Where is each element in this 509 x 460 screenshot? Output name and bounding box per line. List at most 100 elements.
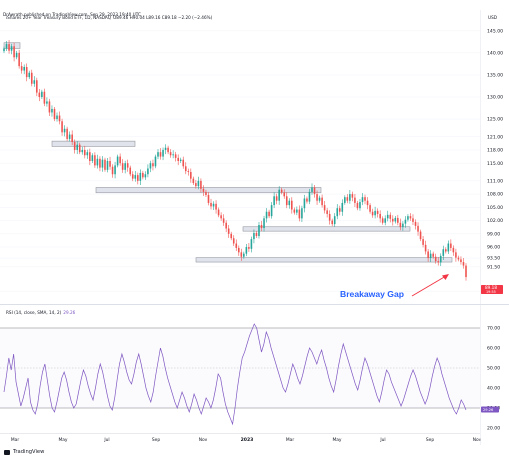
rsi-tick-label: 50.00: [487, 366, 500, 372]
rsi-label[interactable]: RSI (14, close, SMA, 14, 2): [6, 310, 62, 315]
candle-body: [66, 128, 68, 139]
candle-body: [288, 200, 291, 206]
candle-body: [364, 197, 366, 201]
rsi-tick-label: 40.00: [487, 386, 500, 392]
candle-body: [391, 218, 394, 222]
candle-body: [192, 178, 195, 184]
candle-body: [296, 209, 298, 213]
time-tick-label: Mar: [11, 437, 19, 443]
candle-body: [313, 187, 316, 195]
candle-body: [407, 216, 409, 220]
candle-body: [106, 161, 109, 170]
candle-body: [134, 175, 137, 179]
time-tick-label: May: [58, 437, 67, 443]
symbol-name[interactable]: iShares 20+ Year Treasury Bond ETF, 1D, …: [6, 14, 112, 20]
consolidation-box[interactable]: [242, 226, 411, 232]
candle-body: [200, 180, 202, 189]
candle-body: [278, 189, 280, 201]
time-tick-label: Jul: [379, 437, 385, 443]
candle-body: [18, 52, 20, 67]
price-gridlines: [0, 30, 480, 292]
candle-body: [137, 175, 139, 181]
candle-body: [439, 255, 442, 263]
time-axis[interactable]: Mar May Jul Sep Nov 2023 Mar May Jul Sep Nov: [0, 10, 482, 445]
gap-label: Breakaway Gap: [340, 289, 404, 299]
candle-body: [250, 239, 253, 249]
breakaway-gap-annotation[interactable]: Breakaway Gap: [340, 274, 449, 299]
currency-label[interactable]: USD: [488, 15, 497, 20]
candle-body: [455, 252, 457, 258]
candle-body: [394, 217, 397, 222]
candle-body: [356, 202, 359, 209]
candle-body: [270, 205, 273, 217]
candle-body: [263, 218, 265, 229]
price-tick-label: 125.00: [487, 117, 503, 123]
candle-body: [162, 149, 164, 157]
candle-body: [91, 155, 94, 161]
price-tick-label: 145.00: [487, 28, 503, 34]
candle-body: [169, 152, 172, 156]
publisher-text: DrAwrath published on TradingView.com, S…: [3, 12, 141, 17]
candle-body: [303, 198, 306, 209]
time-tick-label: Sep: [426, 437, 434, 443]
candle-body: [179, 159, 182, 161]
candle-body: [235, 243, 238, 248]
price-tick-label: 108.00: [487, 192, 503, 198]
candle-body: [58, 115, 61, 122]
candle-body: [369, 205, 371, 212]
candle-body: [197, 180, 200, 187]
rsi-legend: RSI (14, close, SMA, 14, 2) 29.26: [6, 310, 75, 315]
candle-body: [147, 168, 149, 175]
price-tick-label: 93.50: [487, 256, 500, 262]
price-tick-label: 115.00: [487, 161, 503, 167]
candle-body: [359, 202, 361, 209]
candle-body: [424, 244, 427, 252]
consolidation-box[interactable]: [51, 140, 136, 147]
candle-body: [56, 115, 58, 120]
rsi-tick-label: 60.00: [487, 346, 500, 352]
candle-body: [402, 223, 404, 228]
price-axis[interactable]: 145.00 140.00 135.00 130.00 125.00 121.00 118.…: [487, 28, 503, 294]
candle-body: [354, 197, 356, 203]
candle-body: [25, 67, 28, 78]
candle-body: [338, 208, 341, 212]
candle-body: [232, 238, 235, 244]
candle-body: [144, 174, 147, 178]
candle-body: [53, 108, 56, 120]
candle-body: [61, 121, 63, 133]
consolidation-box[interactable]: [195, 257, 453, 263]
candle-body: [195, 183, 197, 187]
candle-body: [432, 253, 434, 257]
candlestick-series: [3, 39, 467, 281]
candle-body: [20, 66, 23, 71]
candle-body: [86, 152, 89, 156]
price-tick-label: 140.00: [487, 50, 503, 56]
candle-body: [326, 210, 328, 214]
candle-body: [331, 220, 333, 225]
candle-body: [457, 257, 460, 260]
footer-brand[interactable]: TradingView: [4, 449, 44, 455]
candle-body: [142, 172, 144, 178]
time-tick-label: May: [332, 437, 341, 443]
candle-body: [399, 222, 402, 228]
candle-body: [83, 149, 86, 156]
candle-body: [217, 209, 220, 216]
candle-body: [379, 213, 381, 219]
candle-body: [94, 155, 96, 166]
candle-body: [10, 46, 13, 51]
candle-body: [318, 197, 321, 201]
candle-body: [154, 156, 157, 167]
price-tick-label: 102.00: [487, 218, 503, 224]
candle-body: [202, 188, 205, 192]
candle-body: [157, 152, 159, 157]
candle-body: [73, 142, 76, 150]
candle-body: [301, 208, 303, 219]
candle-body: [190, 172, 192, 179]
candle-body: [328, 213, 331, 221]
candle-body: [207, 194, 210, 203]
candle-body: [442, 249, 445, 256]
candle-body: [381, 218, 384, 223]
candle-body: [139, 172, 142, 181]
